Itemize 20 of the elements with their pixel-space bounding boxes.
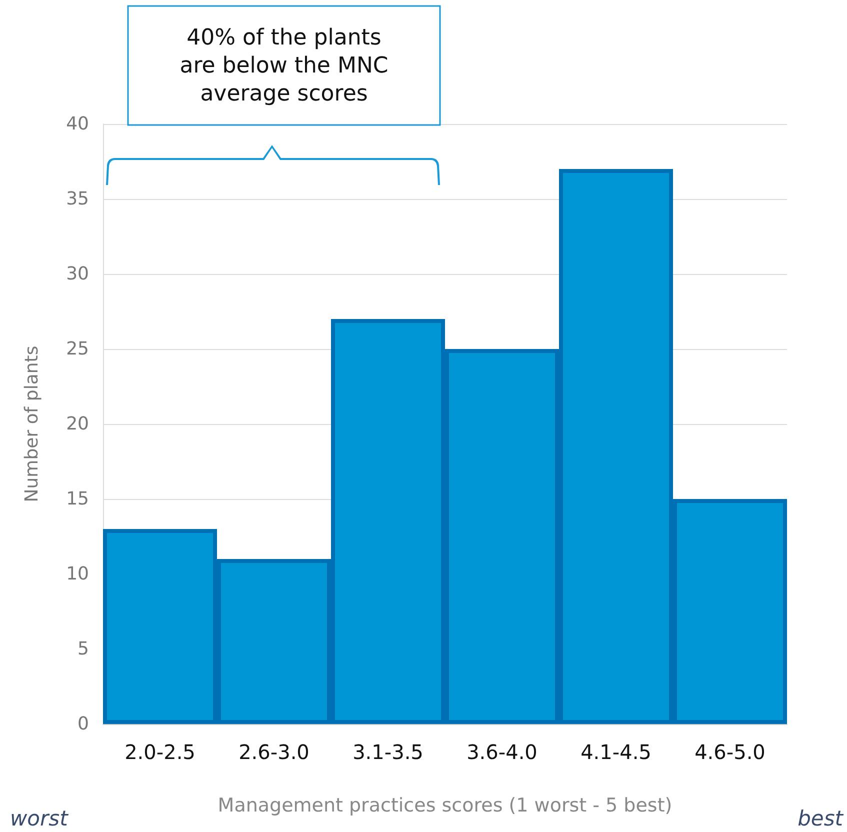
x-axis-title: Management practices scores (1 worst - 5 best)	[218, 794, 672, 816]
x-tick-label: 3.6-4.0	[466, 740, 538, 764]
x-tick-label: 2.6-3.0	[238, 740, 310, 764]
text: worst	[10, 806, 69, 830]
text: 40% of the plants are below the MNC average scores	[180, 26, 388, 106]
x-tick-label: 4.1-4.5	[580, 740, 652, 764]
y-tick-label: 40	[66, 114, 89, 134]
x-tick-label: 4.6-5.0	[694, 740, 766, 764]
y-tick-label: 30	[66, 264, 89, 284]
x-tick-label: 2.0-2.5	[124, 740, 196, 764]
y-tick-label: 0	[78, 714, 89, 734]
y-axis-title: Number of plants	[22, 346, 42, 502]
y-tick-label: 20	[66, 414, 89, 434]
y-tick-label: 35	[66, 188, 89, 210]
y-tick-label: 15	[66, 488, 89, 510]
y-tick-label: 10	[66, 564, 89, 584]
x-tick-label: 3.1-3.5	[352, 740, 424, 764]
y-tick-label: 5	[78, 638, 89, 660]
text: best	[798, 806, 844, 830]
y-tick-label: 25	[66, 338, 89, 360]
